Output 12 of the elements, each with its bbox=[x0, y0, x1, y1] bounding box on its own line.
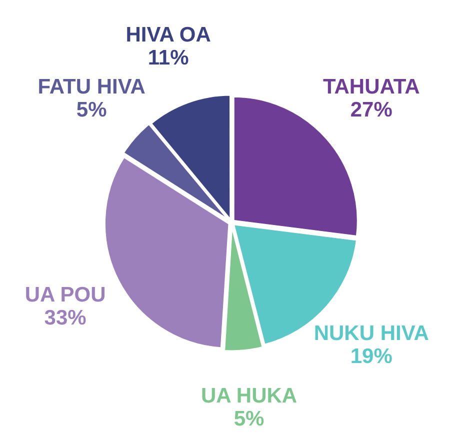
slice-label: NUKU HIVA bbox=[314, 322, 429, 346]
data-label: 19% bbox=[350, 345, 393, 368]
data-label: 5% bbox=[76, 98, 108, 122]
data-label: 5% bbox=[234, 407, 265, 430]
slice-label: TAHUATA bbox=[322, 75, 420, 98]
slice-label: FATU HIVA bbox=[38, 75, 146, 98]
data-label: 11% bbox=[148, 46, 190, 70]
slice-label: UA HUKA bbox=[201, 384, 298, 408]
slice-label: UA POU bbox=[24, 283, 106, 306]
data-label: 27% bbox=[350, 98, 393, 122]
slice-label: HIVA OA bbox=[126, 23, 211, 46]
data-label: 33% bbox=[44, 306, 87, 330]
